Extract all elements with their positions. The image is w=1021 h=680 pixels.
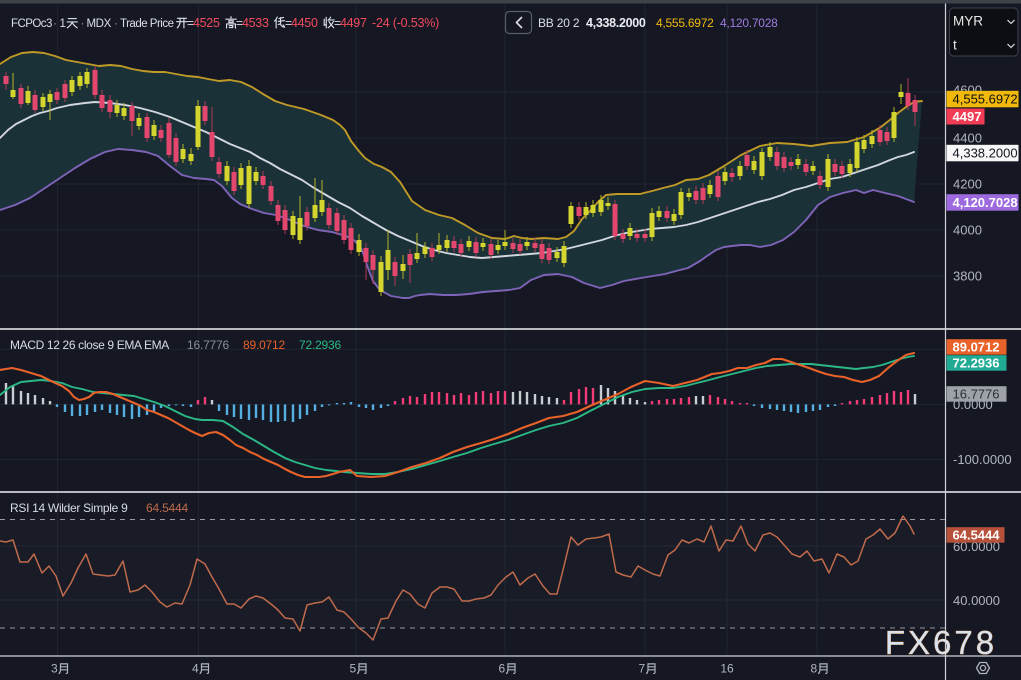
svg-text:=: =	[187, 16, 194, 30]
svg-text:64.5444: 64.5444	[146, 501, 189, 515]
svg-text:72.2936: 72.2936	[953, 356, 1000, 371]
svg-text:t: t	[953, 38, 957, 53]
svg-text:16: 16	[720, 662, 734, 676]
svg-text:Trade Price: Trade Price	[120, 18, 174, 30]
svg-text:FCPOc3: FCPOc3	[11, 18, 52, 30]
svg-text:4525: 4525	[193, 16, 220, 30]
svg-text:-100.0000: -100.0000	[953, 452, 1012, 467]
svg-text:1: 1	[60, 18, 66, 30]
svg-text:16.7776: 16.7776	[953, 387, 1000, 402]
svg-text:4: 4	[192, 662, 199, 676]
svg-text:4533: 4533	[242, 16, 269, 30]
svg-text:4200: 4200	[953, 177, 982, 192]
svg-text:FX678: FX678	[885, 624, 997, 661]
svg-text:4497: 4497	[953, 109, 982, 124]
svg-text:7: 7	[639, 662, 646, 676]
svg-text:4,555.6972: 4,555.6972	[953, 92, 1018, 107]
svg-text:40.0000: 40.0000	[953, 593, 1000, 608]
svg-text:·: ·	[53, 16, 57, 30]
svg-text:-24 (-0.53%): -24 (-0.53%)	[372, 16, 439, 30]
svg-text:4450: 4450	[291, 16, 318, 30]
svg-text:=: =	[285, 16, 292, 30]
svg-text:RSI 14 Wilder Simple 9: RSI 14 Wilder Simple 9	[10, 501, 128, 515]
svg-text:MACD 12 26 close 9 EMA EMA: MACD 12 26 close 9 EMA EMA	[10, 338, 169, 352]
svg-text:4,338.2000: 4,338.2000	[586, 16, 646, 30]
svg-text:89.0712: 89.0712	[243, 338, 286, 352]
svg-text:89.0712: 89.0712	[953, 340, 1000, 355]
svg-text:4,120.7028: 4,120.7028	[953, 195, 1018, 210]
svg-text:64.5444: 64.5444	[953, 528, 1001, 543]
svg-text:=: =	[334, 16, 341, 30]
svg-text:BB 20 2: BB 20 2	[538, 16, 580, 30]
svg-text:72.2936: 72.2936	[299, 338, 342, 352]
svg-text:MDX: MDX	[87, 18, 112, 30]
svg-text:=: =	[236, 16, 243, 30]
svg-text:·: ·	[81, 16, 85, 30]
svg-text:4,555.6972: 4,555.6972	[656, 16, 714, 30]
svg-text:16.7776: 16.7776	[187, 338, 230, 352]
svg-text:4000: 4000	[953, 223, 982, 238]
svg-text:4,120.7028: 4,120.7028	[720, 16, 778, 30]
svg-text:5: 5	[350, 662, 357, 676]
svg-text:8: 8	[811, 662, 818, 676]
svg-text:4,338.2000: 4,338.2000	[953, 146, 1018, 161]
svg-text:MYR: MYR	[953, 14, 983, 29]
svg-text:6: 6	[499, 662, 506, 676]
svg-text:·: ·	[114, 16, 118, 30]
svg-text:3: 3	[51, 662, 58, 676]
svg-text:4497: 4497	[340, 16, 367, 30]
svg-text:3800: 3800	[953, 269, 982, 284]
svg-text:4400: 4400	[953, 131, 982, 146]
svg-text:60.0000: 60.0000	[953, 539, 1000, 554]
